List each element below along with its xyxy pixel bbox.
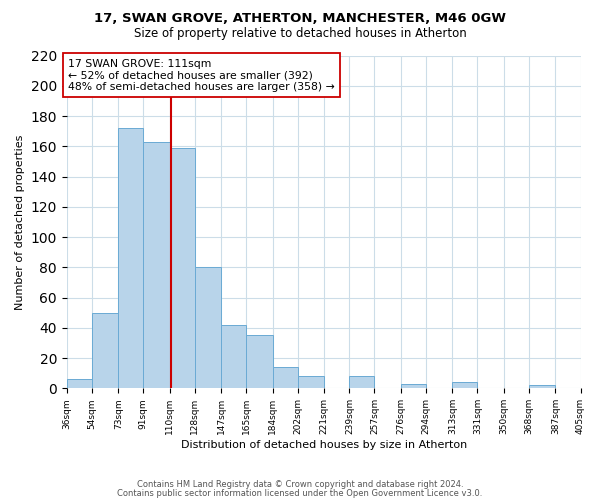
- Bar: [92, 312, 118, 388]
- X-axis label: Distribution of detached houses by size in Atherton: Distribution of detached houses by size …: [181, 440, 467, 450]
- Bar: [143, 142, 170, 388]
- Bar: [247, 336, 273, 388]
- Bar: [529, 386, 556, 388]
- Text: 17 SWAN GROVE: 111sqm
← 52% of detached houses are smaller (392)
48% of semi-det: 17 SWAN GROVE: 111sqm ← 52% of detached …: [68, 58, 335, 92]
- Bar: [195, 268, 221, 388]
- Bar: [349, 376, 374, 388]
- Bar: [67, 380, 92, 388]
- Y-axis label: Number of detached properties: Number of detached properties: [15, 134, 25, 310]
- Bar: [170, 148, 195, 388]
- Text: Contains HM Land Registry data © Crown copyright and database right 2024.: Contains HM Land Registry data © Crown c…: [137, 480, 463, 489]
- Bar: [221, 325, 247, 388]
- Bar: [118, 128, 143, 388]
- Bar: [273, 367, 298, 388]
- Bar: [298, 376, 325, 388]
- Bar: [452, 382, 478, 388]
- Text: Size of property relative to detached houses in Atherton: Size of property relative to detached ho…: [134, 28, 466, 40]
- Bar: [401, 384, 426, 388]
- Text: Contains public sector information licensed under the Open Government Licence v3: Contains public sector information licen…: [118, 488, 482, 498]
- Text: 17, SWAN GROVE, ATHERTON, MANCHESTER, M46 0GW: 17, SWAN GROVE, ATHERTON, MANCHESTER, M4…: [94, 12, 506, 26]
